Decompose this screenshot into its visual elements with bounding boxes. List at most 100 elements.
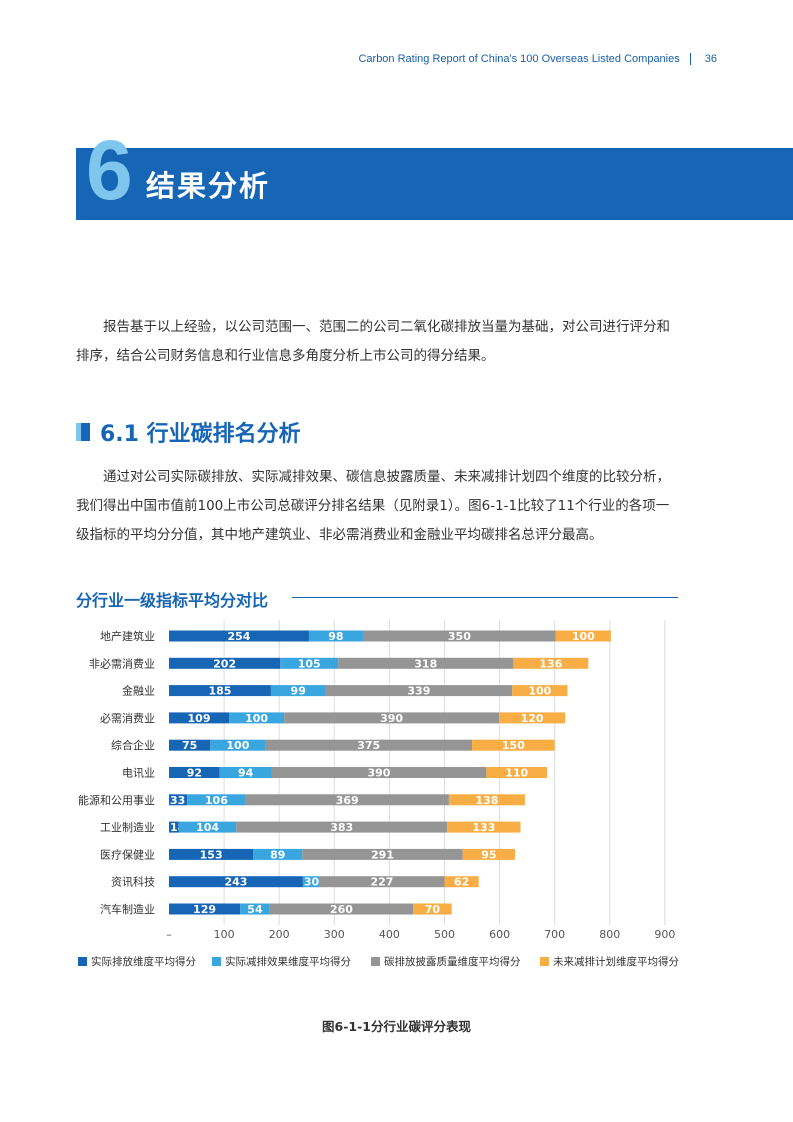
- bar-segment: [486, 767, 547, 778]
- running-header: Carbon Rating Report of China's 100 Over…: [358, 53, 717, 65]
- data-label: 109: [188, 712, 211, 725]
- chart-bars: 254 98 350 100 202 105 318 136 185 99 339 100 109 100…: [169, 630, 611, 916]
- bar-segment: [308, 630, 363, 642]
- data-label: 120: [521, 712, 544, 725]
- chart-legend: 实际排放维度平均得分 实际减排效果维度平均得分 碳排放披露质量维度平均得分 未来减排计…: [78, 955, 679, 968]
- section-paragraph: 通过对公司实际碳排放、实际减排效果、碳信息披露质量、未来减排计划四个维度的比较分…: [76, 469, 670, 543]
- data-label: 390: [367, 767, 390, 780]
- category-label: 工业制造业: [100, 820, 155, 834]
- bar-segment: [270, 685, 326, 697]
- chart-category-labels: 地产建筑业非必需消费业金融业必需消费业综合企业电讯业能源和公用事业工业制造业医疗…: [78, 629, 155, 916]
- data-label: 98: [328, 630, 343, 643]
- legend-swatch: [540, 957, 549, 966]
- data-label: 153: [200, 848, 223, 861]
- data-label: 89: [270, 848, 285, 861]
- data-label: 92: [187, 767, 202, 780]
- x-tick-label: 600: [489, 928, 510, 941]
- data-label: 100: [528, 685, 551, 698]
- data-label: 254: [227, 630, 250, 643]
- bar-segment: [448, 794, 525, 806]
- data-label: 100: [245, 712, 268, 725]
- data-label: 70: [425, 903, 441, 916]
- data-label: 110: [505, 767, 528, 780]
- x-tick-label: 100: [214, 928, 235, 941]
- bar-segment: [512, 685, 568, 697]
- x-tick-label: 700: [544, 928, 565, 941]
- chapter-band: [76, 148, 793, 220]
- data-label: 136: [539, 657, 562, 670]
- data-label: 94: [238, 767, 254, 780]
- x-tick-label: 800: [599, 928, 620, 941]
- bar-segment: [271, 767, 487, 778]
- x-tick-label: –: [166, 928, 172, 941]
- bar-segment: [169, 630, 309, 642]
- bar-segment: [169, 848, 254, 860]
- legend-swatch: [371, 957, 380, 966]
- bar-segment: [219, 767, 272, 778]
- category-label: 汽车制造业: [100, 902, 155, 916]
- data-label: 369: [336, 794, 359, 807]
- bar-segment: [499, 712, 566, 724]
- bar-segment: [338, 657, 514, 669]
- category-label: 地产建筑业: [100, 629, 155, 643]
- legend-label: 碳排放披露质量维度平均得分: [384, 955, 521, 968]
- bar-segment: [413, 903, 452, 915]
- stacked-bar-chart: 254 98 350 100 202 105 318 136 185 99 339 100 109 100…: [78, 620, 679, 968]
- bar-segment: [169, 685, 271, 697]
- data-label: 375: [357, 739, 380, 752]
- x-tick-label: 400: [379, 928, 400, 941]
- data-label: 99: [291, 685, 306, 698]
- data-label: 202: [213, 657, 236, 670]
- bar-segment: [325, 685, 513, 697]
- data-label: 30: [304, 876, 320, 889]
- report-title: Carbon Rating Report of China's 100 Over…: [358, 53, 680, 65]
- bar-segment: [169, 739, 211, 751]
- data-label: 95: [481, 848, 496, 861]
- bar-segment: [169, 657, 281, 669]
- section-title: 6.1 行业碳排名分析: [100, 422, 301, 447]
- data-label: 133: [472, 821, 495, 834]
- data-label: 339: [407, 685, 430, 698]
- data-label: 62: [454, 876, 469, 889]
- data-label: 129: [193, 903, 216, 916]
- legend-label: 实际排放维度平均得分: [91, 955, 196, 968]
- intro-paragraph: 报告基于以上经验，以公司范围一、范围二的公司二氧化碳排放当量为基础，对公司进行评…: [76, 319, 670, 364]
- category-label: 能源和公用事业: [78, 793, 155, 807]
- bar-segment: [362, 630, 556, 642]
- bar-segment: [253, 848, 303, 860]
- bar-segment: [187, 794, 246, 806]
- chapter-title: 结果分析: [146, 169, 271, 203]
- bar-segment: [169, 876, 303, 888]
- data-label: 227: [370, 876, 393, 889]
- data-label: 150: [502, 739, 525, 752]
- bar-segment: [236, 821, 448, 833]
- bar-segment: [265, 739, 473, 751]
- category-label: 电讯业: [122, 767, 155, 780]
- category-label: 非必需消费业: [89, 656, 155, 670]
- data-label: 33: [170, 794, 185, 807]
- bar-segment: [472, 739, 555, 751]
- data-label: 383: [330, 821, 353, 834]
- legend-swatch: [78, 957, 87, 966]
- bar-segment: [240, 903, 270, 915]
- data-label: 105: [298, 657, 321, 670]
- bar-segment: [169, 767, 220, 778]
- category-label: 综合企业: [111, 738, 155, 752]
- section-heading: 6.1 行业碳排名分析: [76, 416, 301, 448]
- x-tick-label: 500: [434, 928, 455, 941]
- bar-segment: [169, 794, 188, 806]
- bar-segment: [169, 821, 179, 833]
- data-label: 100: [572, 630, 595, 643]
- data-label: 260: [330, 903, 353, 916]
- legend-label: 实际减排效果维度平均得分: [225, 955, 351, 968]
- bar-segment: [178, 821, 237, 833]
- figure-caption: 图6-1-1分行业碳评分表现: [322, 1019, 471, 1034]
- header-separator: [689, 53, 691, 65]
- data-label: 291: [371, 848, 394, 861]
- bar-segment: [302, 876, 320, 888]
- bar-segment: [269, 903, 414, 915]
- legend-swatch: [212, 957, 221, 966]
- section-marker-icon: [76, 423, 90, 441]
- data-label: 106: [205, 794, 228, 807]
- bar-segment: [284, 712, 500, 724]
